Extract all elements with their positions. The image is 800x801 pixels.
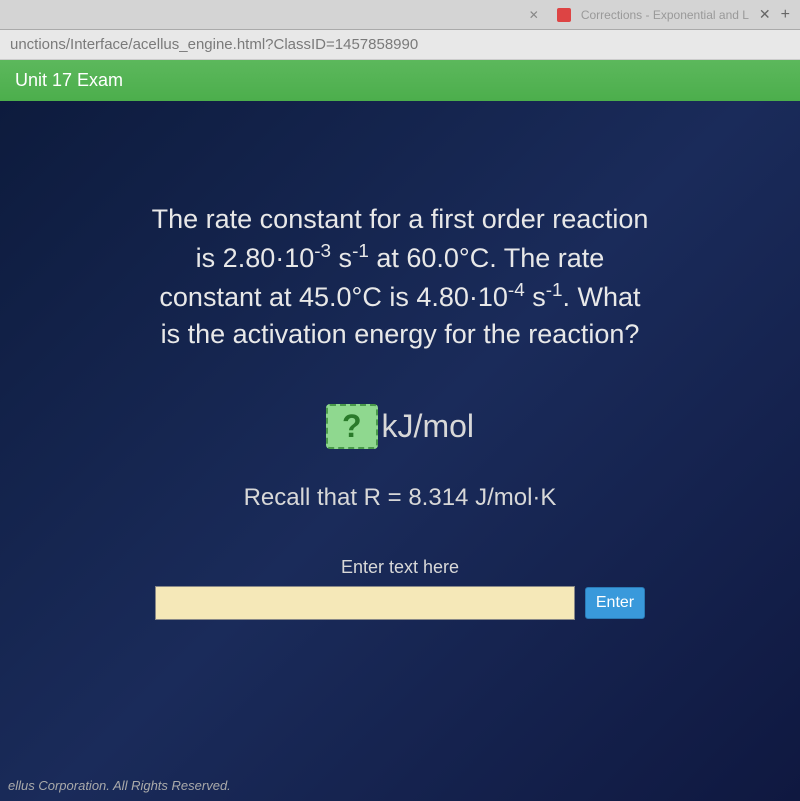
question-line: . What [563, 282, 641, 312]
superscript: -1 [546, 280, 563, 301]
tab-title[interactable]: Corrections - Exponential and L [581, 8, 749, 22]
question-text: The rate constant for a first order reac… [152, 201, 649, 354]
answer-row: ? kJ/mol [326, 404, 474, 449]
url-bar[interactable]: unctions/Interface/acellus_engine.html?C… [0, 30, 800, 60]
url-text: unctions/Interface/acellus_engine.html?C… [10, 36, 418, 53]
question-line: constant at 45.0°C is 4.80·10 [159, 282, 508, 312]
new-tab-icon[interactable]: + [781, 6, 790, 24]
tab-close-icon[interactable]: ✕ [529, 8, 539, 22]
browser-tab-bar: ✕ Corrections - Exponential and L ✕ + [0, 0, 800, 30]
question-line: s [525, 282, 546, 312]
answer-placeholder-box[interactable]: ? [326, 404, 378, 449]
answer-unit: kJ/mol [382, 408, 474, 445]
question-line: is the activation energy for the reactio… [161, 319, 640, 349]
page-title-bar: Unit 17 Exam [0, 60, 800, 101]
superscript: -4 [508, 280, 525, 301]
question-line: s [331, 243, 352, 273]
tab-close-icon[interactable]: ✕ [759, 6, 771, 23]
question-line: at 60.0°C. The rate [369, 243, 604, 273]
question-line: The rate constant for a first order reac… [152, 204, 649, 234]
superscript: -3 [314, 241, 331, 262]
input-section: Enter text here Enter [155, 557, 645, 620]
hint-text: Recall that R = 8.314 J/mol·K [244, 484, 557, 512]
content-area: The rate constant for a first order reac… [0, 101, 800, 801]
input-label: Enter text here [341, 557, 459, 578]
superscript: -1 [352, 241, 369, 262]
enter-button[interactable]: Enter [585, 587, 645, 619]
footer-copyright: ellus Corporation. All Rights Reserved. [8, 778, 231, 793]
tab-favicon-icon [557, 8, 571, 22]
answer-input[interactable] [155, 586, 575, 620]
input-row: Enter [155, 586, 645, 620]
exam-title: Unit 17 Exam [15, 70, 123, 90]
question-line: is 2.80·10 [196, 243, 315, 273]
